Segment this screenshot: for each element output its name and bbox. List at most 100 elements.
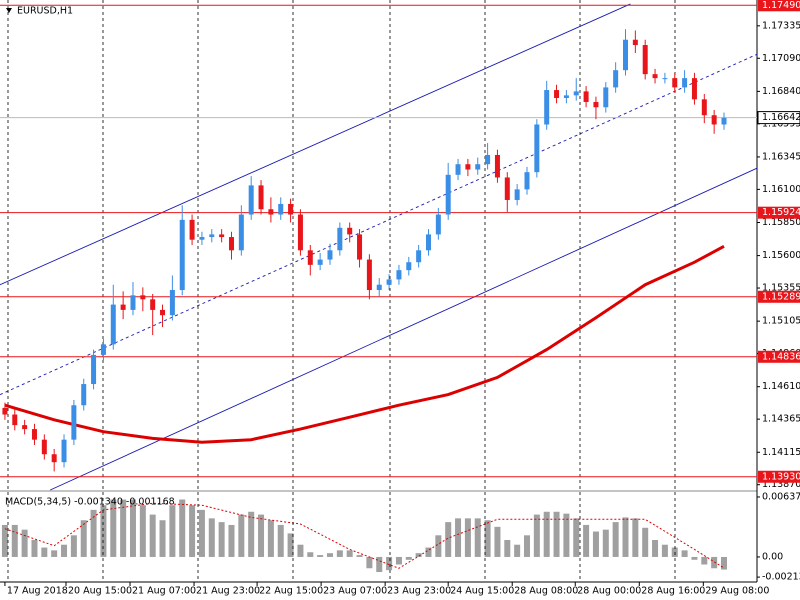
macd-bar [366, 556, 373, 569]
x-tick-label: 23 Aug 07:00 [323, 586, 387, 597]
candle-body [711, 115, 717, 125]
candle-body [416, 250, 422, 263]
x-tick-label: 28 Aug 00:00 [577, 586, 641, 597]
macd-bar [228, 524, 235, 557]
candle-body [347, 227, 353, 235]
candle-body [396, 270, 402, 280]
candle-body [189, 219, 195, 240]
candle-body [573, 91, 579, 96]
macd-bar [464, 518, 471, 557]
macd-bar [129, 499, 136, 557]
y-tick-label: 1.15105 [762, 316, 800, 327]
menu-arrow[interactable] [6, 8, 12, 13]
macd-bar [159, 520, 166, 557]
level-label-box [758, 290, 800, 303]
candle-body [209, 234, 215, 238]
x-tick-label: 29 Aug 08:00 [705, 586, 769, 597]
macd-bar [11, 524, 18, 557]
macd-bar [70, 535, 77, 557]
macd-bar [553, 511, 560, 557]
last-price-box [757, 111, 800, 125]
macd-bar [198, 509, 205, 557]
macd-bar [120, 499, 127, 557]
macd-bar [376, 556, 383, 573]
candle-body [475, 164, 481, 170]
macd-bar [445, 522, 452, 557]
candle-body [268, 209, 274, 215]
candle-body [386, 279, 392, 285]
macd-bar [277, 524, 284, 557]
macd-bar [297, 544, 304, 557]
candle-body [465, 164, 471, 170]
macd-bar [661, 544, 668, 557]
macd-bar [681, 550, 688, 557]
candle-body [258, 185, 264, 210]
macd-bar [248, 511, 255, 557]
candle-body [337, 227, 343, 251]
level-label-box [758, 470, 800, 483]
candle-body [327, 250, 333, 260]
macd-title: MACD(5,34,5) -0.001340 -0.001168 [5, 497, 175, 508]
macd-bar [583, 524, 590, 557]
macd-bar [523, 535, 530, 557]
chart-title: EURUSD,H1 [17, 6, 73, 17]
macd-bar [573, 518, 580, 557]
macd-bar [435, 535, 442, 557]
candle-body [406, 262, 412, 271]
candle-body [583, 91, 589, 102]
candle-body [593, 101, 599, 108]
macd-bar [41, 547, 48, 557]
y-tick-label: 1.17335 [762, 20, 800, 31]
candle-body [169, 290, 175, 316]
macd-bar [711, 556, 718, 569]
macd-bar [691, 556, 698, 560]
candle-body [307, 250, 313, 265]
candle-body [662, 78, 668, 80]
macd-bar [346, 550, 353, 557]
candle-body [31, 429, 37, 440]
macd-bar [356, 555, 363, 557]
candle-body [51, 454, 57, 463]
candle-body [534, 124, 540, 173]
macd-bar [218, 522, 225, 557]
candle-body [297, 214, 303, 251]
candle-body [288, 203, 294, 215]
macd-bar [632, 518, 639, 557]
macd-bar [514, 544, 521, 557]
macd-bar [622, 517, 629, 557]
candle-body [376, 284, 382, 291]
candle-body [682, 78, 688, 88]
candle-body [41, 439, 47, 455]
candle-body [554, 90, 560, 98]
candle-body [179, 219, 185, 291]
macd-bar [110, 499, 117, 557]
macd-bar [287, 533, 294, 557]
signal-line [4, 502, 725, 569]
macd-bar [533, 514, 540, 557]
macd-bar [267, 520, 274, 557]
candle-body [701, 99, 707, 116]
trend-line [50, 167, 758, 491]
macd-bar [455, 518, 462, 557]
macd-bar [169, 505, 176, 557]
candle-body [199, 237, 205, 240]
macd-bar [258, 514, 265, 557]
macd-bar [149, 514, 156, 557]
macd-bar [563, 513, 570, 557]
candle-body [81, 384, 87, 406]
candle-body [61, 439, 67, 463]
x-tick-label: 17 Aug 2018 [7, 586, 68, 597]
macd-bar [238, 514, 245, 557]
candle-body [357, 234, 363, 260]
candle-body [91, 354, 97, 385]
macd-bar [100, 505, 107, 557]
y-tick-label: 1.16840 [762, 86, 800, 97]
macd-bar [474, 518, 481, 557]
macd-bar [179, 499, 186, 557]
macd-bar [504, 540, 511, 557]
macd-bar [307, 552, 314, 557]
candle-body [22, 425, 28, 430]
y-tick-label: 1.14610 [762, 381, 800, 392]
